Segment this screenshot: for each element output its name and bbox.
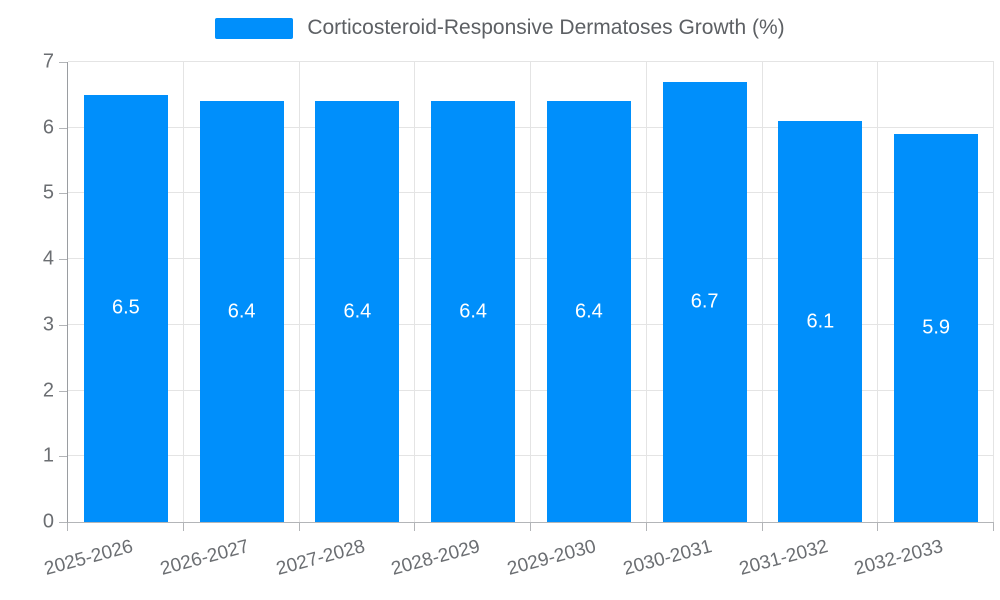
y-tick (59, 193, 67, 195)
x-gridline (645, 62, 647, 522)
y-axis-label: 0 (42, 510, 54, 533)
y-axis-label: 1 (42, 444, 54, 467)
legend[interactable]: Corticosteroid-Responsive Dermatoses Gro… (0, 16, 1000, 40)
y-tick (59, 259, 67, 261)
y-tick (59, 62, 67, 63)
x-axis-label: 2031-2032 (736, 536, 830, 580)
x-gridline (298, 62, 300, 522)
x-tick (993, 523, 994, 531)
y-axis-label: 5 (42, 181, 54, 204)
x-gridline (530, 62, 531, 522)
bar[interactable]: 6.5 (83, 94, 168, 522)
y-gridline (68, 455, 994, 457)
x-tick (298, 523, 300, 531)
y-tick (59, 522, 67, 523)
y-axis-label: 6 (42, 116, 54, 139)
x-tick (877, 523, 879, 531)
y-axis-label: 3 (42, 313, 54, 336)
x-gridline (414, 62, 416, 522)
bar[interactable]: 6.7 (662, 81, 747, 522)
bar[interactable]: 6.4 (199, 101, 284, 522)
x-gridline (182, 62, 184, 522)
y-gridline (68, 126, 994, 128)
x-tick (182, 523, 184, 531)
legend-swatch (215, 17, 294, 39)
x-gridline (761, 62, 763, 522)
bar[interactable]: 5.9 (894, 134, 979, 522)
y-axis-label: 2 (42, 379, 54, 402)
bar-value-label: 6.4 (574, 300, 603, 323)
y-tick (59, 324, 67, 326)
x-axis-label: 2025-2026 (42, 536, 136, 580)
bar-value-label: 6.1 (806, 310, 835, 333)
y-gridline (68, 258, 994, 260)
bar[interactable]: 6.4 (431, 101, 516, 522)
plot-area: 0 1 2 3 4 5 6 7 6.5 6.4 6.4 6.4 6.4 6.7 6.1 5.9 2025-202… (42, 51, 994, 580)
x-axis-label: 2030-2031 (620, 536, 715, 580)
x-axis-label: 2032-2033 (852, 536, 946, 580)
y-tick (59, 456, 67, 458)
bar-value-label: 6.7 (690, 290, 719, 313)
x-axis-label: 2029-2030 (505, 536, 599, 580)
y-gridline (68, 192, 994, 194)
y-axis-label: 4 (42, 247, 54, 270)
x-tick (67, 523, 68, 531)
x-tick (645, 523, 647, 531)
y-gridline (68, 323, 994, 325)
x-tick (761, 523, 763, 531)
y-gridline (68, 61, 994, 62)
y-tick (59, 127, 67, 129)
y-gridline (68, 389, 994, 391)
bar[interactable]: 6.4 (315, 101, 400, 522)
bar[interactable]: 6.1 (778, 121, 863, 522)
y-tick (59, 390, 67, 392)
x-gridline (993, 62, 994, 522)
bar-value-label: 6.5 (111, 296, 140, 319)
bar-value-label: 6.4 (459, 300, 488, 323)
bar-value-label: 6.4 (227, 300, 256, 323)
x-tick (530, 523, 531, 531)
legend-label: Corticosteroid-Responsive Dermatoses Gro… (307, 16, 785, 39)
x-axis-label: 2026-2027 (157, 536, 252, 580)
y-axis-label: 7 (42, 50, 54, 73)
x-axis-label: 2028-2029 (389, 536, 483, 580)
x-axis-label: 2027-2028 (273, 536, 367, 580)
x-tick (414, 523, 416, 531)
bar-value-label: 5.9 (922, 316, 951, 339)
bar[interactable]: 6.4 (546, 101, 631, 522)
x-gridline (877, 62, 879, 522)
bar-value-label: 6.4 (343, 300, 372, 323)
